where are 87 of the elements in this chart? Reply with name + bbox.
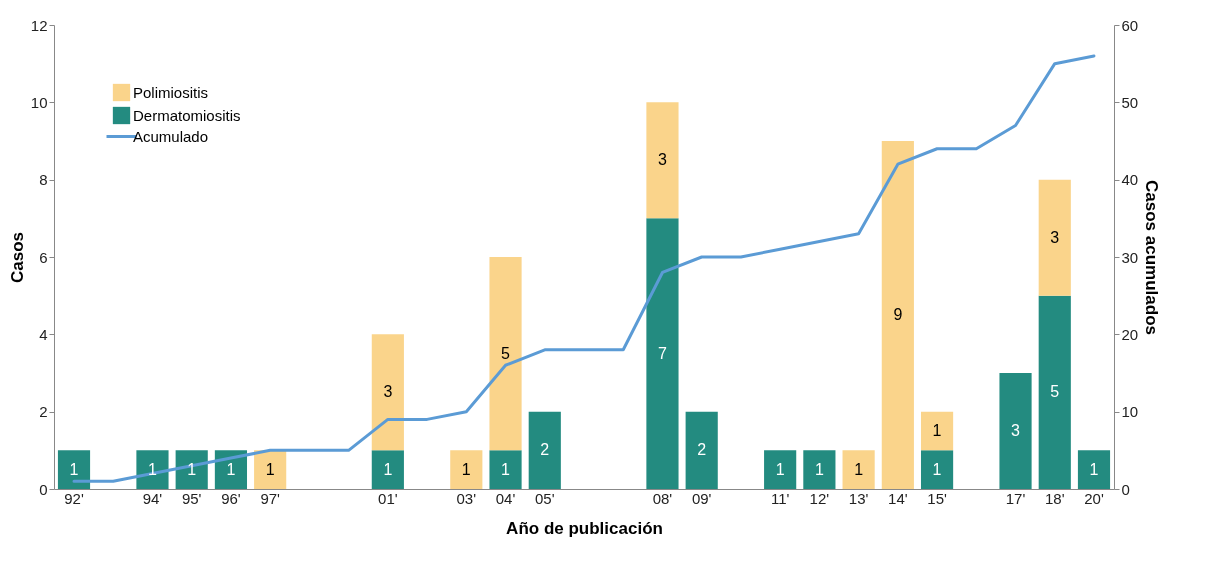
data-label: 3 [658, 151, 668, 169]
bar [842, 450, 875, 489]
x-tick-label: 17' [1005, 489, 1026, 507]
y-tick-label: 0 [39, 480, 48, 498]
y2-tick-label: 40 [1121, 171, 1139, 189]
y2-tick-label: 50 [1121, 93, 1139, 111]
y-tick-label: 10 [30, 93, 48, 111]
x-tick-label: 92' [64, 489, 84, 507]
bar [175, 450, 208, 489]
y-tick-label: 12 [30, 16, 48, 34]
y2-tick-label: 10 [1121, 403, 1139, 421]
x-tick-label: 12' [809, 489, 830, 507]
data-label: 7 [658, 344, 668, 362]
data-label: 1 [932, 422, 942, 439]
data-label: 1 [69, 460, 79, 478]
bar [1077, 450, 1111, 489]
y-tick-label: 8 [39, 171, 48, 189]
data-label: 1 [187, 460, 197, 478]
x-tick-label: 05' [534, 489, 555, 507]
bar [254, 450, 287, 489]
x-tick-label: 09' [691, 489, 712, 507]
x-tick-label: 01' [378, 489, 398, 507]
x-tick-label: 04' [495, 489, 516, 507]
y-tick-label: 4 [39, 325, 48, 343]
bar [999, 373, 1032, 489]
x-tick-label: 03' [456, 489, 477, 507]
x-tick-label: 08' [652, 489, 673, 507]
data-label: 9 [893, 306, 903, 323]
data-label: 2 [540, 441, 550, 459]
x-tick-label: 18' [1044, 489, 1065, 507]
bar [489, 257, 522, 451]
x-tick-label: 97' [260, 489, 281, 507]
data-label: 2 [697, 441, 707, 459]
data-label: 5 [501, 344, 511, 362]
data-label: 3 [1011, 422, 1021, 439]
data-label: 1 [1089, 460, 1099, 478]
data-label: 1 [383, 460, 393, 478]
data-label: 1 [854, 460, 864, 478]
x-tick-label: 94' [142, 489, 163, 507]
data-label: 1 [501, 460, 511, 478]
data-label: 1 [226, 460, 236, 478]
y2-tick-label: 30 [1121, 248, 1139, 266]
bar [136, 450, 169, 489]
data-label: 3 [1050, 228, 1060, 246]
bar [489, 450, 522, 489]
data-label: 3 [383, 383, 393, 401]
y-tick-label: 2 [39, 403, 48, 421]
data-label: 1 [932, 460, 942, 478]
legend-label: Polimiositis [133, 83, 209, 101]
data-label: 1 [814, 460, 824, 478]
bar [881, 141, 914, 489]
bar [528, 411, 561, 489]
bar [920, 411, 954, 451]
x-tick-label: 13' [848, 489, 869, 507]
y-tick-label: 6 [39, 248, 48, 266]
y2-tick-label: 20 [1121, 325, 1139, 343]
x-tick-label: 14' [888, 489, 908, 507]
y2-tick-label: 0 [1121, 480, 1130, 498]
bar [450, 450, 483, 489]
y-axis-title: Casos [7, 231, 27, 284]
data-label: 1 [265, 460, 275, 478]
bar [685, 411, 718, 489]
x-axis-title: Año de publicación [506, 518, 663, 538]
x-tick-label: 95' [181, 489, 202, 507]
line-series [72, 54, 1096, 483]
data-label: 1 [148, 460, 158, 478]
bar [371, 450, 404, 489]
bar [371, 334, 404, 451]
bar [646, 218, 679, 489]
bar [1038, 179, 1071, 296]
data-label: 1 [461, 460, 471, 478]
data-label: 5 [1050, 383, 1060, 401]
x-tick-label: 20' [1084, 489, 1104, 507]
y2-axis-title: Casos acumulados [1142, 180, 1162, 335]
bar [646, 102, 679, 219]
bar [1038, 295, 1071, 489]
data-label: 1 [775, 460, 785, 478]
legend-label: Acumulado [133, 127, 209, 145]
x-tick-label: 15' [927, 489, 947, 507]
bar [920, 450, 954, 489]
x-tick-label: 11' [770, 489, 790, 507]
bar [57, 450, 91, 489]
legend-label: Dermatomiositis [133, 106, 241, 124]
y2-tick-label: 60 [1121, 16, 1139, 34]
x-tick-label: 96' [221, 489, 241, 507]
bar [803, 450, 836, 489]
bar [764, 450, 797, 489]
